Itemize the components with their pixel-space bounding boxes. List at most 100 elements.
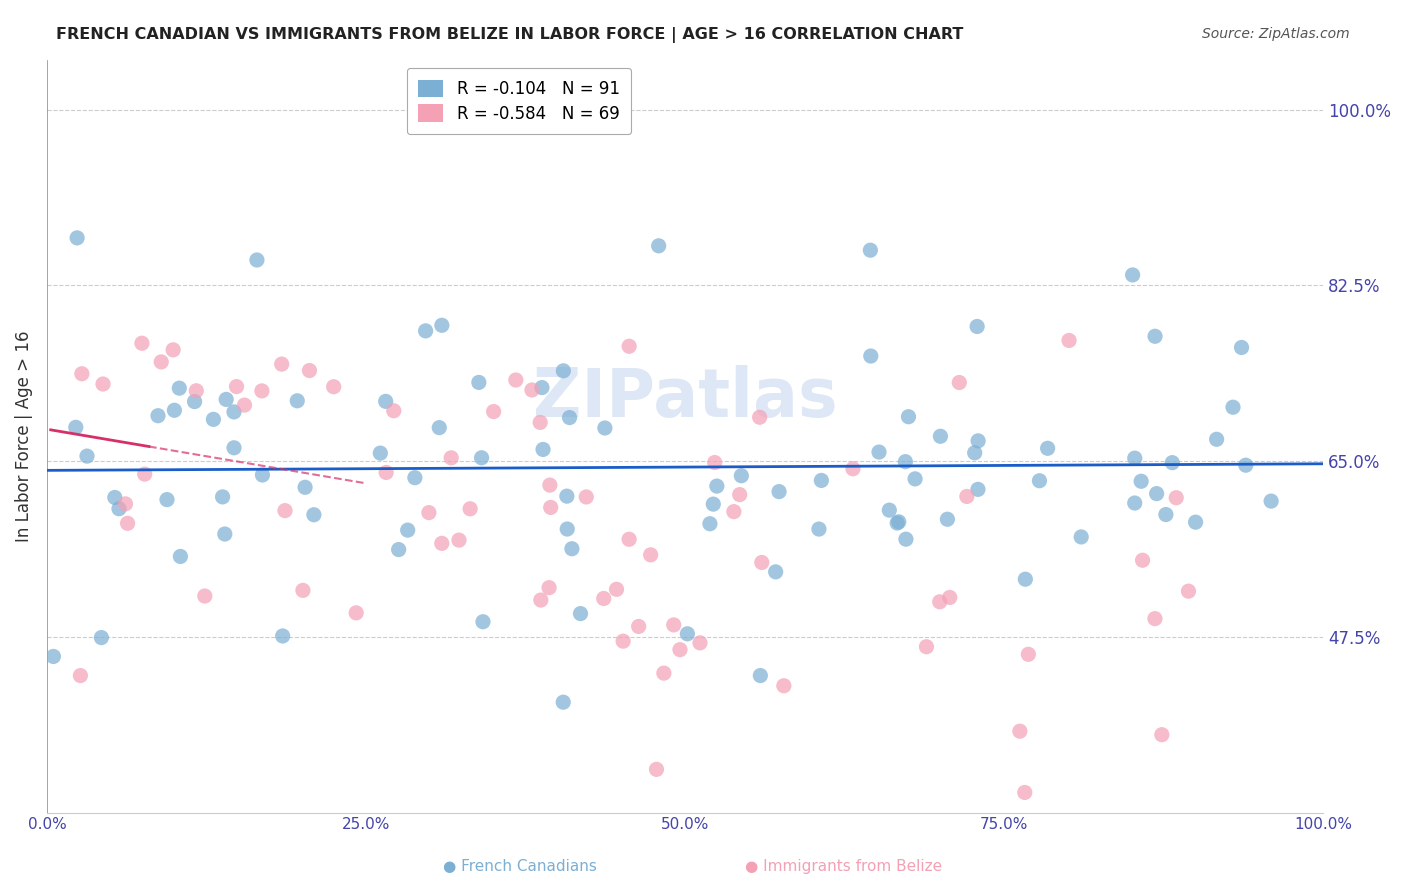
Point: [956, 490, 979, 504]
Point: [415, 324, 437, 338]
Point: [1014, 572, 1036, 586]
Point: [1057, 334, 1080, 348]
Point: [1028, 474, 1050, 488]
Point: [894, 532, 917, 546]
Point: [156, 492, 179, 507]
Point: [561, 541, 583, 556]
Point: [948, 376, 970, 390]
Point: [894, 455, 917, 469]
Point: [553, 695, 575, 709]
Text: Source: ZipAtlas.com: Source: ZipAtlas.com: [1202, 27, 1350, 41]
Point: [90, 631, 112, 645]
Point: [368, 446, 391, 460]
Point: [645, 763, 668, 777]
Point: [936, 512, 959, 526]
Point: [252, 468, 274, 483]
Point: [1260, 494, 1282, 508]
Point: [1008, 724, 1031, 739]
Point: [430, 318, 453, 333]
Point: [505, 373, 527, 387]
Point: [773, 679, 796, 693]
Point: [322, 380, 344, 394]
Point: [186, 384, 208, 398]
Point: [1230, 341, 1253, 355]
Point: [447, 533, 470, 548]
Point: [929, 429, 952, 443]
Point: [1184, 515, 1206, 529]
Point: [215, 392, 238, 407]
Point: [1132, 553, 1154, 567]
Point: [404, 471, 426, 485]
Point: [810, 474, 832, 488]
Point: [298, 363, 321, 377]
Point: [472, 615, 495, 629]
Point: [939, 591, 962, 605]
Point: [1017, 648, 1039, 662]
Text: ● French Canadians: ● French Canadians: [443, 859, 598, 874]
Point: [612, 634, 634, 648]
Point: [676, 627, 699, 641]
Point: [593, 421, 616, 435]
Point: [427, 420, 450, 434]
Point: [1070, 530, 1092, 544]
Point: [70, 367, 93, 381]
Point: [1144, 329, 1167, 343]
Point: [555, 522, 578, 536]
Point: [42, 649, 65, 664]
Point: [887, 515, 910, 529]
Point: [749, 668, 772, 682]
Point: [647, 239, 669, 253]
Point: [388, 542, 411, 557]
Point: [859, 243, 882, 257]
Point: [669, 642, 692, 657]
Point: [225, 379, 247, 393]
Point: [458, 501, 481, 516]
Point: [540, 500, 562, 515]
Point: [163, 403, 186, 417]
Point: [706, 479, 728, 493]
Point: [108, 501, 131, 516]
Point: [430, 536, 453, 550]
Point: [246, 252, 269, 267]
Point: [538, 581, 561, 595]
Text: FRENCH CANADIAN VS IMMIGRANTS FROM BELIZE IN LABOR FORCE | AGE > 16 CORRELATION : FRENCH CANADIAN VS IMMIGRANTS FROM BELIZ…: [56, 27, 963, 43]
Point: [222, 405, 245, 419]
Point: [1166, 491, 1188, 505]
Point: [652, 666, 675, 681]
Point: [553, 364, 575, 378]
Point: [375, 466, 398, 480]
Point: [1161, 456, 1184, 470]
Point: [134, 467, 156, 482]
Point: [344, 606, 367, 620]
Legend: R = -0.104   N = 91, R = -0.584   N = 69: R = -0.104 N = 91, R = -0.584 N = 69: [406, 68, 631, 135]
Point: [211, 490, 233, 504]
Point: [302, 508, 325, 522]
Point: [842, 462, 865, 476]
Point: [418, 506, 440, 520]
Point: [1123, 451, 1146, 466]
Point: [751, 556, 773, 570]
Point: [117, 516, 139, 531]
Point: [538, 478, 561, 492]
Point: [162, 343, 184, 357]
Point: [765, 565, 787, 579]
Point: [531, 442, 554, 457]
Point: [76, 449, 98, 463]
Point: [66, 231, 89, 245]
Point: [233, 398, 256, 412]
Point: [748, 410, 770, 425]
Point: [555, 489, 578, 503]
Point: [886, 516, 908, 530]
Point: [1205, 432, 1227, 446]
Point: [529, 416, 551, 430]
Y-axis label: In Labor Force | Age > 16: In Labor Force | Age > 16: [15, 330, 32, 541]
Point: [1143, 612, 1166, 626]
Point: [520, 383, 543, 397]
Point: [859, 349, 882, 363]
Point: [440, 450, 463, 465]
Point: [374, 394, 396, 409]
Point: [1177, 584, 1199, 599]
Point: [131, 336, 153, 351]
Point: [114, 497, 136, 511]
Point: [270, 357, 292, 371]
